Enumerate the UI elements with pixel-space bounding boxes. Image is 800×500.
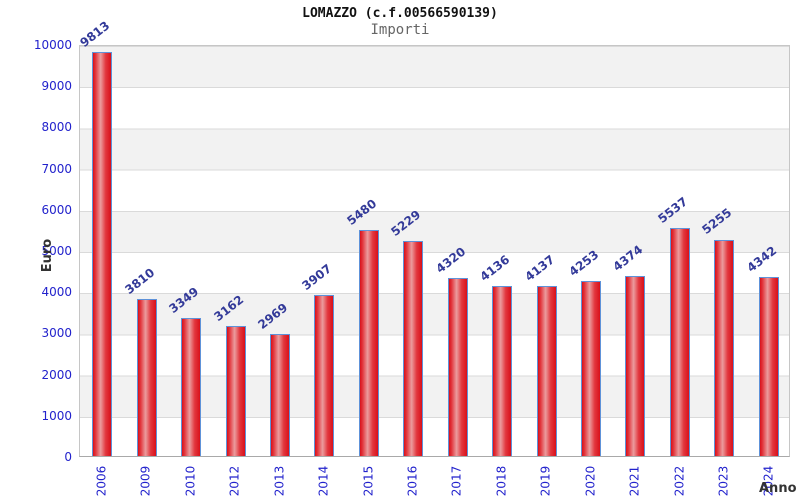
x-tick-label-box: 2006 [77, 459, 125, 500]
y-tick-label: 2000 [41, 367, 72, 382]
x-tick-label-box: 2020 [566, 459, 614, 500]
x-tick-label: 2017 [449, 465, 464, 497]
y-tick-label: 6000 [41, 202, 72, 217]
x-tick-label-box: 2015 [344, 459, 392, 500]
chart-title: LOMAZZO (c.f.00566590139) [302, 6, 498, 21]
bar [269, 333, 290, 456]
x-tick-label: 2022 [671, 465, 686, 497]
bar [403, 240, 424, 456]
x-tick-label-box: 2023 [699, 459, 747, 500]
x-tick-label-box: 2012 [211, 459, 259, 500]
x-tick-label-box: 2017 [433, 459, 481, 500]
y-tick-label: 1000 [41, 408, 72, 423]
bar [625, 275, 646, 456]
bar [447, 278, 468, 456]
y-axis-title: Euro [40, 238, 56, 272]
chart-subtitle: Importi [370, 22, 430, 38]
bar [225, 325, 246, 456]
plot-area [79, 45, 790, 457]
y-tick-label: 9000 [41, 79, 72, 94]
x-tick-label: 2020 [583, 465, 598, 497]
x-tick-label: 2015 [360, 465, 375, 497]
bar [536, 285, 557, 456]
x-tick-label-box: 2013 [255, 459, 303, 500]
x-tick-label-box: 2019 [522, 459, 570, 500]
x-tick-label: 2009 [138, 465, 153, 497]
x-tick-label: 2019 [538, 465, 553, 497]
x-tick-label: 2013 [271, 465, 286, 497]
x-tick-label: 2014 [316, 465, 331, 497]
y-tick-label: 7000 [41, 161, 72, 176]
x-axis-title: Anno [759, 481, 797, 496]
x-tick-label: 2006 [94, 465, 109, 497]
y-tick-label: 4000 [41, 285, 72, 300]
bar [92, 51, 113, 456]
bar [492, 285, 513, 456]
bar [669, 227, 690, 456]
x-tick-label: 2010 [183, 465, 198, 497]
x-tick-label: 2012 [227, 465, 242, 497]
y-tick-label: 3000 [41, 326, 72, 341]
y-tick-label: 8000 [41, 120, 72, 135]
y-tick-label: 0 [64, 450, 72, 464]
bar [358, 230, 379, 456]
bar [314, 295, 335, 456]
y-tick-label: 10000 [33, 38, 72, 52]
x-tick-label: 2016 [405, 465, 420, 497]
x-tick-label-box: 2009 [122, 459, 170, 500]
y-tick-label: 5000 [41, 244, 72, 258]
y-axis-title-box: Euro [28, 233, 68, 277]
x-tick-label: 2018 [494, 465, 509, 497]
bar [758, 277, 779, 456]
bar [181, 318, 202, 456]
x-tick-label-box: 2021 [610, 459, 658, 500]
bar [714, 239, 735, 456]
x-tick-label-box: 2014 [299, 459, 347, 500]
x-tick-label-box: 2018 [477, 459, 525, 500]
x-tick-label: 2021 [627, 465, 642, 497]
bar [136, 299, 157, 456]
x-tick-label-box: 2010 [166, 459, 214, 500]
x-tick-label: 2023 [716, 465, 731, 497]
bar [581, 280, 602, 456]
x-tick-label-box: 2016 [388, 459, 436, 500]
x-tick-label-box: 2022 [655, 459, 703, 500]
